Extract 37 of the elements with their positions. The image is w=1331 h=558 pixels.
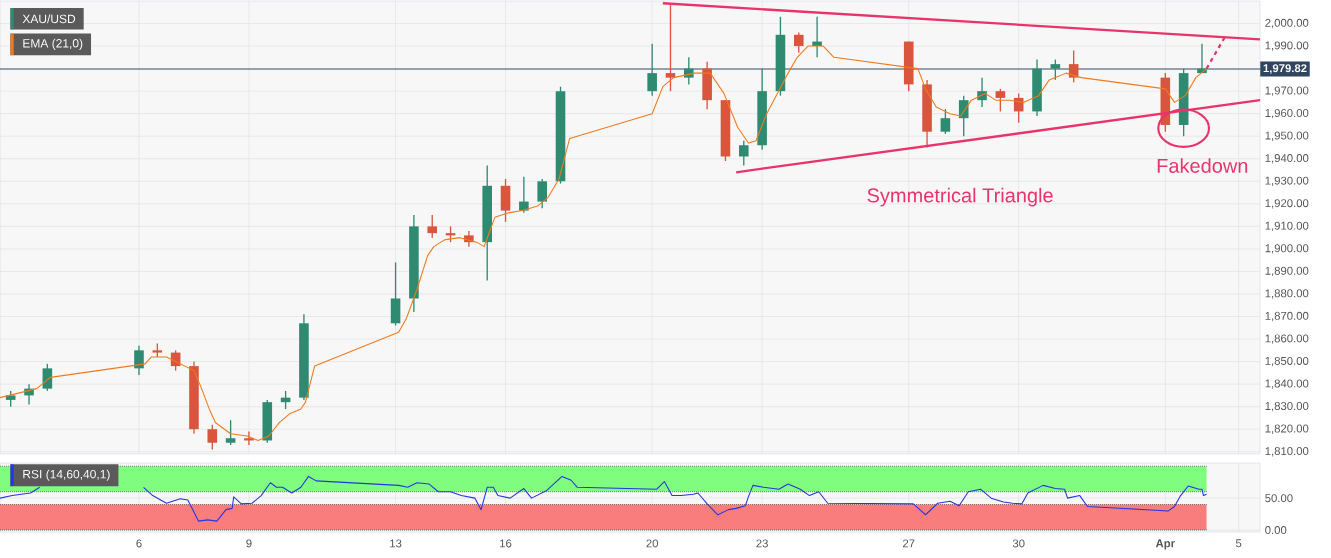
x-tick-label: 27	[903, 539, 915, 548]
y-tick-label: 1,960.00	[1265, 109, 1309, 119]
y-tick-label: 1,940.00	[1265, 154, 1309, 164]
y-tick-label: 1,970.00	[1265, 86, 1309, 96]
y-tick-label: 1,880.00	[1265, 289, 1309, 299]
y-tick-label: 1,840.00	[1265, 379, 1309, 389]
y-tick-label: 1,990.00	[1265, 41, 1309, 51]
x-tick-label: 9	[246, 539, 252, 548]
x-tick-label: 6	[136, 539, 142, 548]
y-tick-label: 2,000.00	[1265, 18, 1309, 29]
x-tick-label: 5	[1235, 539, 1242, 548]
legend-label: XAU/USD	[22, 14, 76, 24]
legend-label: RSI (14,60,40,1)	[23, 469, 110, 481]
y-tick-label: 1,820.00	[1265, 424, 1309, 434]
y-tick-label: 50.00	[1265, 494, 1293, 503]
y-tick-label: 1,950.00	[1265, 131, 1309, 141]
x-tick-label: 20	[646, 539, 659, 548]
y-tick-label: 1,930.00	[1265, 176, 1309, 186]
y-tick-label: 1,830.00	[1265, 402, 1309, 412]
y-tick-label: 1,910.00	[1265, 221, 1309, 232]
legend-label: EMA (21,0)	[23, 38, 83, 50]
y-tick-label: 1,900.00	[1265, 244, 1309, 254]
y-tick-label: 0.00	[1265, 526, 1287, 535]
y-tick-label: 1,920.00	[1265, 199, 1309, 209]
x-tick-label: 16	[500, 539, 512, 548]
y-tick-label: 1,850.00	[1265, 356, 1309, 367]
x-tick-label: 13	[390, 539, 402, 548]
x-tick-label: 23	[756, 539, 768, 548]
x-tick-label: Apr	[1155, 539, 1175, 550]
y-tick-label: 1,890.00	[1265, 266, 1309, 277]
ref-line-label: 1,979.82	[1263, 64, 1307, 74]
x-tick-label: 30	[1012, 539, 1025, 548]
y-tick-label: 1,810.00	[1265, 447, 1309, 457]
y-tick-label: 1,870.00	[1265, 311, 1309, 322]
annotation: Fakedown	[1157, 158, 1248, 173]
annotation: Symmetrical Triangle	[867, 187, 1053, 207]
y-tick-label: 1,860.00	[1265, 334, 1309, 344]
